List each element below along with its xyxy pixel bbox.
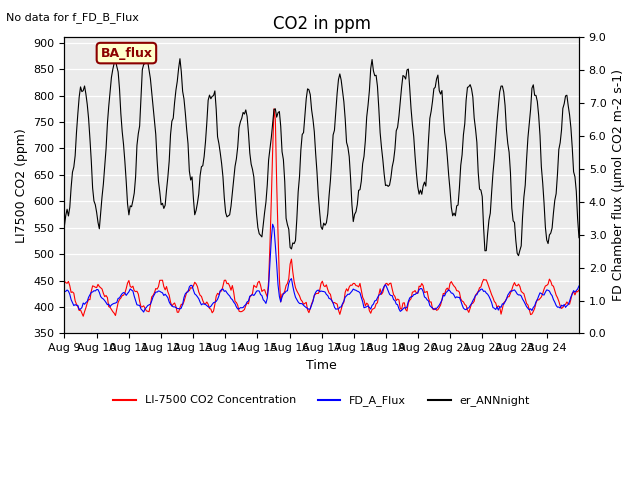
- Text: No data for f_FD_B_Flux: No data for f_FD_B_Flux: [6, 12, 140, 23]
- Text: BA_flux: BA_flux: [100, 47, 152, 60]
- X-axis label: Time: Time: [307, 359, 337, 372]
- Legend: LI-7500 CO2 Concentration, FD_A_Flux, er_ANNnight: LI-7500 CO2 Concentration, FD_A_Flux, er…: [109, 391, 534, 411]
- Y-axis label: FD Chamber flux (μmol CO2 m-2 s-1): FD Chamber flux (μmol CO2 m-2 s-1): [612, 70, 625, 301]
- Title: CO2 in ppm: CO2 in ppm: [273, 15, 371, 33]
- Y-axis label: LI7500 CO2 (ppm): LI7500 CO2 (ppm): [15, 128, 28, 243]
